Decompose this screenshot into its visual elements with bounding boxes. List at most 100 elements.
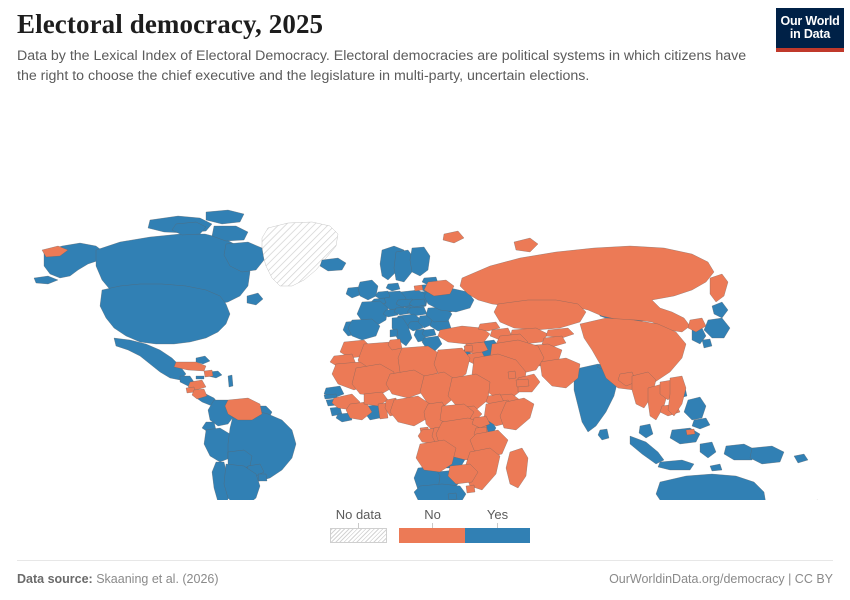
country-tunisia[interactable]	[387, 338, 403, 351]
country-zimbabwe[interactable]	[447, 463, 479, 485]
country-novaya-zemlya[interactable]	[513, 237, 539, 253]
country-japan[interactable]	[711, 301, 729, 319]
country-russia-kaliningrad[interactable]	[413, 284, 424, 292]
country-hungary[interactable]	[406, 306, 428, 317]
country-ireland[interactable]	[345, 286, 361, 299]
country-malaysia-west[interactable]	[638, 423, 654, 439]
country-indonesia-sulawesi[interactable]	[699, 441, 717, 459]
country-sicily-sardinia[interactable]	[389, 328, 399, 338]
country-lesser-antilles[interactable]	[227, 374, 234, 388]
country-japan-kyushu[interactable]	[701, 338, 713, 349]
country-canada-victoria[interactable]	[171, 221, 207, 236]
country-uruguay[interactable]	[257, 473, 268, 482]
country-japan-honshu[interactable]	[703, 317, 731, 339]
world-map[interactable]	[0, 100, 850, 500]
chart-header: Electoral democracy, 2025 Data by the Le…	[17, 8, 833, 94]
country-finland[interactable]	[409, 246, 431, 277]
country-canada-arctic-2[interactable]	[205, 209, 245, 225]
country-south-africa[interactable]	[413, 483, 467, 500]
country-brunei[interactable]	[685, 428, 696, 436]
logo-line-2: in Data	[789, 26, 831, 41]
legend-swatch-bar[interactable]	[399, 528, 530, 543]
country-sudan[interactable]	[447, 373, 491, 411]
country-eswatini[interactable]	[465, 484, 476, 494]
country-uganda[interactable]	[471, 415, 491, 429]
country-united-kingdom[interactable]	[357, 279, 379, 301]
country-indonesia-sumatra[interactable]	[629, 435, 665, 465]
chart-footer: Data source: Skaaning et al. (2026) OurW…	[17, 560, 833, 595]
country-united-states[interactable]	[99, 283, 231, 345]
country-somalia[interactable]	[499, 397, 535, 431]
legend-swatch-nodata[interactable]	[330, 528, 387, 543]
country-aleutians[interactable]	[33, 275, 59, 285]
country-philippines-south[interactable]	[691, 417, 711, 430]
country-pakistan[interactable]	[539, 357, 581, 389]
country-niger[interactable]	[385, 369, 429, 399]
country-spain[interactable]	[347, 318, 381, 341]
country-austria[interactable]	[393, 306, 413, 316]
country-slovakia[interactable]	[408, 298, 427, 308]
country-belarus[interactable]	[423, 279, 455, 297]
country-burkina-faso[interactable]	[363, 391, 389, 407]
map-legend: No data No Yes	[0, 505, 850, 553]
country-oman[interactable]	[517, 373, 541, 393]
country-lesotho[interactable]	[447, 492, 458, 500]
country-mali[interactable]	[351, 363, 395, 397]
country-argentina[interactable]	[223, 463, 261, 500]
country-svalbard[interactable]	[442, 230, 465, 244]
legend-tick-yes	[497, 523, 498, 528]
country-nicaragua[interactable]	[191, 388, 208, 400]
country-netherlands[interactable]	[374, 290, 391, 300]
country-baffin-island[interactable]	[223, 241, 265, 273]
legend-label-yes: Yes	[486, 507, 509, 522]
country-china[interactable]	[579, 317, 687, 391]
map-group-nodata	[261, 221, 339, 287]
country-north-korea[interactable]	[687, 317, 707, 333]
country-iceland[interactable]	[319, 257, 347, 272]
country-vietnam[interactable]	[667, 375, 687, 417]
country-kyrgyzstan[interactable]	[545, 327, 575, 339]
country-lebanon[interactable]	[463, 344, 474, 353]
country-russia-alaska-tip[interactable]	[41, 245, 69, 258]
owid-logo[interactable]: Our World in Data	[776, 8, 844, 52]
country-czechia[interactable]	[395, 298, 415, 308]
legend-swatch-no[interactable]	[399, 528, 465, 543]
country-jamaica[interactable]	[195, 375, 205, 380]
country-denmark[interactable]	[385, 282, 401, 292]
country-russia-kamchatka[interactable]	[709, 273, 729, 303]
country-papua-new-guinea[interactable]	[749, 445, 785, 465]
country-north-macedonia[interactable]	[421, 328, 437, 338]
country-angola[interactable]	[415, 439, 457, 473]
country-mexico[interactable]	[113, 337, 187, 381]
country-solomon-islands[interactable]	[793, 453, 809, 464]
country-australia[interactable]	[655, 473, 766, 500]
country-newfoundland[interactable]	[246, 292, 264, 306]
country-malaysia-borneo[interactable]	[669, 427, 701, 445]
country-timor-leste[interactable]	[709, 463, 723, 472]
country-canada-arctic-3[interactable]	[211, 225, 249, 242]
country-kazakhstan[interactable]	[493, 299, 587, 331]
country-philippines[interactable]	[683, 396, 707, 421]
country-switzerland[interactable]	[382, 308, 399, 318]
country-haiti[interactable]	[203, 369, 214, 378]
country-sweden[interactable]	[393, 249, 415, 283]
country-indonesia-papua[interactable]	[723, 443, 757, 461]
country-bahamas[interactable]	[195, 355, 211, 365]
country-indonesia-java[interactable]	[657, 459, 695, 471]
country-madagascar[interactable]	[505, 447, 529, 489]
legend-swatch-yes[interactable]	[464, 528, 530, 543]
page-title: Electoral democracy, 2025	[17, 9, 324, 39]
country-chad[interactable]	[419, 371, 457, 409]
country-venezuela[interactable]	[224, 397, 263, 421]
country-qatar-kuwait[interactable]	[507, 370, 517, 380]
data-source: Data source: Skaaning et al. (2026)	[17, 572, 219, 586]
country-bangladesh[interactable]	[617, 371, 637, 387]
country-greenland[interactable]	[261, 221, 339, 287]
country-sri-lanka[interactable]	[597, 428, 610, 441]
attribution-link[interactable]: OurWorldinData.org/democracy | CC BY	[609, 572, 833, 586]
country-georgia[interactable]	[477, 321, 501, 332]
country-uae[interactable]	[515, 378, 530, 388]
country-nigeria[interactable]	[389, 395, 431, 427]
world-map-svg[interactable]	[0, 100, 850, 500]
